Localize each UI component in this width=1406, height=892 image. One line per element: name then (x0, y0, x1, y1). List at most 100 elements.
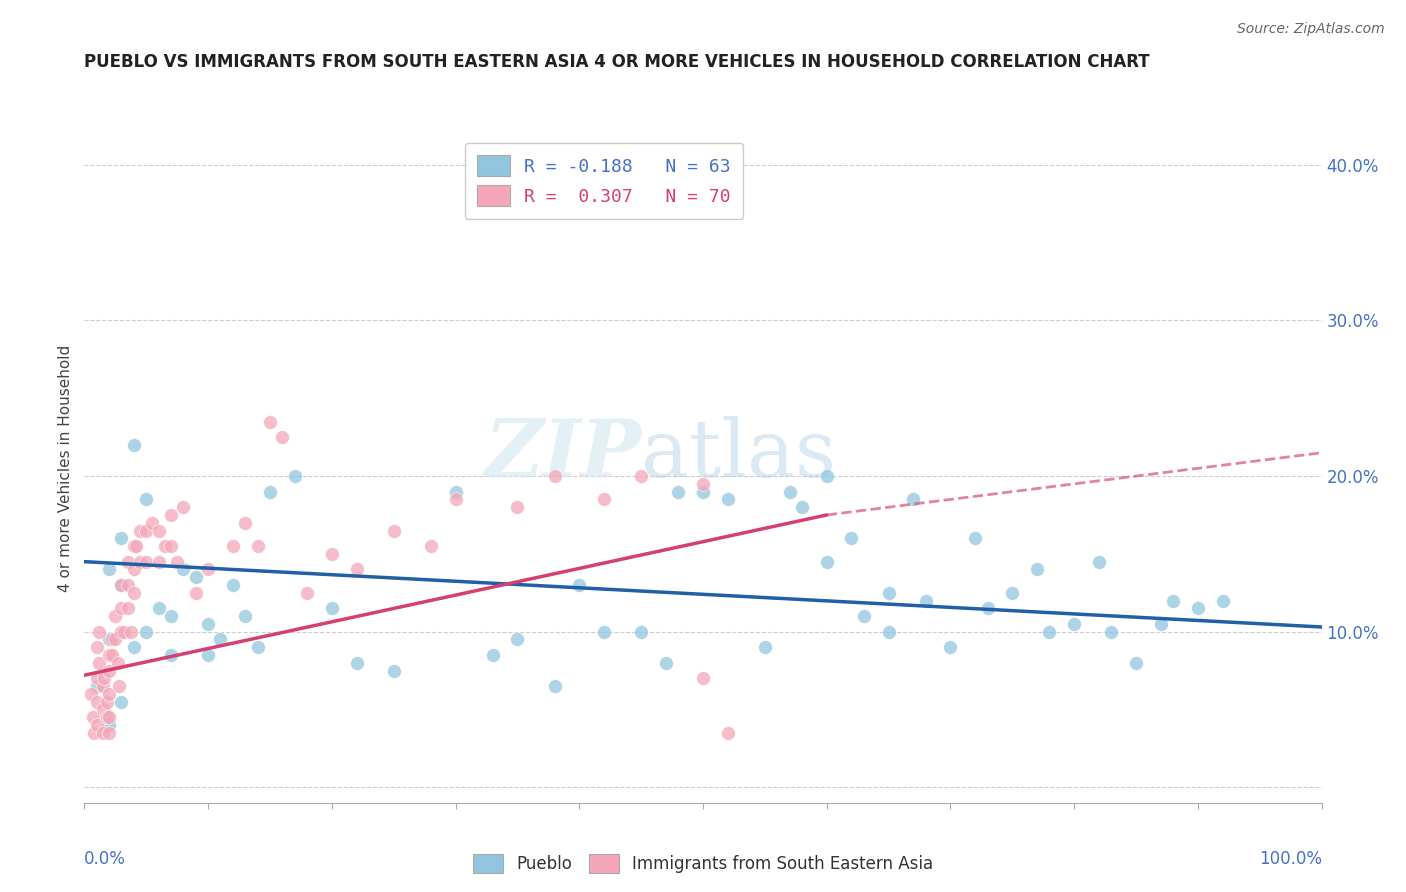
Point (209, 632, 232, 647)
Point (110, 578, 132, 592)
Point (233, 609, 256, 624)
Point (172, 500, 194, 515)
Point (1125, 656, 1147, 670)
Point (1161, 593, 1184, 607)
Point (1038, 624, 1060, 639)
Point (965, 531, 987, 545)
Point (125, 539, 148, 553)
Point (877, 586, 900, 600)
Point (110, 695, 132, 709)
Point (717, 726, 740, 740)
Point (382, 524, 405, 538)
Text: PUEBLO VS IMMIGRANTS FROM SOUTH EASTERN ASIA 4 OR MORE VEHICLES IN HOUSEHOLD COR: PUEBLO VS IMMIGRANTS FROM SOUTH EASTERN … (84, 54, 1150, 71)
Point (233, 516, 256, 530)
Point (976, 601, 998, 615)
Point (96, 695, 118, 709)
Point (98, 648, 121, 662)
Point (110, 624, 132, 639)
Point (135, 524, 157, 538)
Point (110, 531, 132, 545)
Point (790, 500, 813, 515)
Point (172, 562, 194, 576)
Point (117, 555, 139, 569)
Point (86, 671, 108, 685)
Point (914, 593, 936, 607)
Point (506, 500, 529, 515)
Text: ZIP: ZIP (484, 417, 641, 493)
Point (444, 484, 467, 499)
Point (100, 648, 122, 662)
Point (129, 524, 152, 538)
Point (779, 484, 801, 499)
Point (122, 438, 145, 452)
Point (184, 570, 207, 584)
Point (1212, 593, 1234, 607)
Point (222, 578, 245, 592)
Point (815, 555, 838, 569)
Point (1187, 601, 1209, 615)
Point (135, 624, 157, 639)
Point (122, 539, 145, 553)
Point (903, 492, 925, 507)
Point (104, 632, 127, 647)
Point (117, 578, 139, 592)
Point (939, 640, 962, 655)
Y-axis label: 4 or more Vehicles in Household: 4 or more Vehicles in Household (58, 344, 73, 592)
Point (692, 484, 714, 499)
Point (692, 671, 714, 685)
Point (630, 624, 652, 639)
Point (89, 624, 111, 639)
Point (1099, 624, 1122, 639)
Point (91, 679, 114, 693)
Point (117, 601, 139, 615)
Text: atlas: atlas (641, 416, 837, 494)
Point (104, 609, 127, 624)
Point (543, 469, 565, 483)
Point (86, 718, 108, 732)
Point (91, 702, 114, 716)
Point (110, 578, 132, 592)
Point (506, 632, 529, 647)
Point (122, 562, 145, 576)
Point (222, 539, 245, 553)
Point (98, 562, 121, 576)
Point (593, 624, 616, 639)
Point (1001, 586, 1024, 600)
Point (321, 601, 343, 615)
Point (160, 648, 183, 662)
Point (148, 524, 170, 538)
Point (346, 562, 368, 576)
Point (295, 586, 318, 600)
Point (135, 555, 157, 569)
Point (91, 726, 114, 740)
Point (666, 484, 689, 499)
Point (160, 508, 183, 522)
Point (382, 664, 405, 678)
Point (754, 640, 776, 655)
Point (98, 718, 121, 732)
Point (96, 710, 118, 724)
Point (135, 492, 157, 507)
Point (160, 539, 183, 553)
Point (815, 469, 838, 483)
Point (83, 726, 105, 740)
Point (1150, 616, 1173, 631)
Text: 0.0%: 0.0% (84, 849, 127, 868)
Point (1026, 562, 1049, 576)
Point (321, 547, 343, 561)
Point (82, 710, 104, 724)
Point (717, 492, 740, 507)
Legend: Pueblo, Immigrants from South Eastern Asia: Pueblo, Immigrants from South Eastern As… (464, 846, 942, 881)
Point (148, 555, 170, 569)
Point (841, 531, 863, 545)
Point (112, 624, 135, 639)
Point (98, 687, 121, 701)
Point (120, 624, 142, 639)
Point (107, 656, 129, 670)
Point (346, 656, 368, 670)
Point (160, 609, 183, 624)
Point (568, 578, 591, 592)
Point (148, 601, 170, 615)
Point (141, 516, 163, 530)
Point (100, 632, 122, 647)
